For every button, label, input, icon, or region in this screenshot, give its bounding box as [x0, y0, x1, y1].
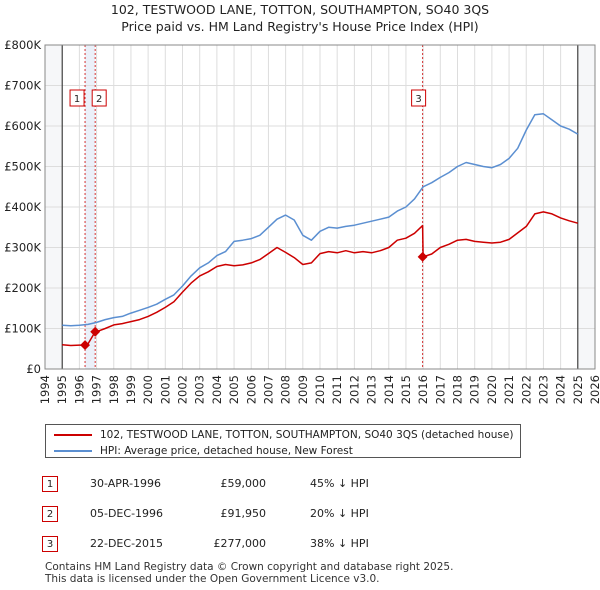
sale-hpi-diff: 20% ↓ HPI: [310, 507, 369, 520]
y-tick-label: £700K: [4, 79, 41, 93]
x-tick-label: 2004: [210, 375, 224, 404]
annotation-label: 3: [415, 94, 421, 105]
sale-date: 30-APR-1996: [90, 477, 162, 490]
annotation-box: [411, 89, 427, 107]
x-tick-label: 2017: [433, 375, 447, 404]
sale-date: 05-DEC-1996: [90, 507, 164, 520]
x-tick-label: 2022: [519, 375, 533, 404]
x-tick-label: 1998: [107, 375, 121, 404]
x-tick-label: 2011: [330, 375, 344, 404]
sale-price: £277,000: [213, 537, 267, 550]
y-tick-label: £500K: [4, 160, 41, 174]
footer-copyright: Contains HM Land Registry data © Crown c…: [45, 561, 454, 573]
x-tick-label: 2001: [158, 375, 172, 404]
x-tick-label: 2021: [502, 375, 516, 404]
legend-label-hpi: HPI: Average price, detached house, New …: [100, 445, 353, 457]
y-tick-label: £200K: [4, 281, 41, 295]
annotation-box: [91, 89, 107, 107]
y-tick-label: £100K: [4, 322, 41, 336]
y-tick-label: £600K: [4, 119, 41, 133]
legend-label-property: 102, TESTWOOD LANE, TOTTON, SOUTHAMPTON,…: [100, 429, 514, 441]
sale-price: £59,000: [220, 477, 267, 490]
sale-price: £91,950: [220, 507, 267, 520]
sale-date: 22-DEC-2015: [90, 537, 164, 550]
x-tick-label: 2007: [261, 375, 275, 404]
chart-legend: 102, TESTWOOD LANE, TOTTON, SOUTHAMPTON,…: [45, 424, 521, 458]
x-tick-label: 2006: [244, 375, 258, 404]
x-tick-label: 1994: [38, 375, 52, 404]
x-tick-label: 2025: [571, 375, 585, 404]
x-tick-label: 2008: [279, 375, 293, 404]
y-tick-label: £0: [26, 362, 41, 376]
chart-subtitle: Price paid vs. HM Land Registry's House …: [121, 19, 478, 34]
x-tick-label: 2000: [141, 375, 155, 404]
x-tick-label: 2016: [416, 375, 430, 404]
sale-point: [417, 251, 428, 262]
x-tick-label: 1995: [55, 375, 69, 404]
y-tick-label: £300K: [4, 241, 41, 255]
sale-hpi-diff: 45% ↓ HPI: [310, 477, 369, 490]
plot-frame: [44, 44, 596, 370]
property-series-line: [62, 211, 579, 347]
chart-title: 102, TESTWOOD LANE, TOTTON, SOUTHAMPTON,…: [111, 2, 489, 17]
legend-swatch-property: [54, 434, 92, 436]
x-tick-label: 2020: [485, 375, 499, 404]
legend-swatch-hpi: [54, 450, 92, 452]
x-tick-label: 1997: [90, 375, 104, 404]
x-tick-label: 2023: [536, 375, 550, 404]
sale-number-badge: 1: [42, 476, 58, 492]
attribution-footer: Contains HM Land Registry data © Crown c…: [45, 561, 453, 585]
x-tick-label: 1996: [72, 375, 86, 404]
table-row: 2 05-DEC-1996 £91,950 20% ↓ HPI: [42, 506, 482, 524]
x-tick-label: 1999: [124, 375, 138, 404]
x-tick-label: 2015: [399, 375, 413, 404]
footer-licence: This data is licensed under the Open Gov…: [45, 573, 380, 585]
x-tick-label: 2003: [193, 375, 207, 404]
y-tick-label: £400K: [4, 200, 41, 214]
x-tick-label: 2009: [296, 375, 310, 404]
annotation-label: 2: [96, 94, 102, 105]
x-tick-label: 2026: [588, 375, 600, 404]
sale-number-badge: 3: [42, 536, 58, 552]
x-tick-label: 2005: [227, 375, 241, 404]
y-tick-label: £800K: [4, 38, 41, 52]
sale-number-badge: 2: [42, 506, 58, 522]
price-chart: 102, TESTWOOD LANE, TOTTON, SOUTHAMPTON,…: [4, 2, 600, 404]
table-row: 3 22-DEC-2015 £277,000 38% ↓ HPI: [42, 536, 482, 554]
x-tick-label: 2018: [451, 375, 465, 404]
x-tick-label: 2002: [176, 375, 190, 404]
x-tick-label: 2013: [365, 375, 379, 404]
x-tick-label: 2019: [468, 375, 482, 404]
table-row: 1 30-APR-1996 £59,000 45% ↓ HPI: [42, 476, 482, 494]
hpi-series-line: [62, 113, 579, 327]
annotation-box: [69, 89, 85, 107]
sale-hpi-diff: 38% ↓ HPI: [310, 537, 369, 550]
x-tick-label: 2010: [313, 375, 327, 404]
x-tick-label: 2012: [347, 375, 361, 404]
x-tick-label: 2014: [382, 375, 396, 404]
annotation-label: 1: [74, 94, 80, 105]
x-tick-label: 2024: [554, 375, 568, 404]
